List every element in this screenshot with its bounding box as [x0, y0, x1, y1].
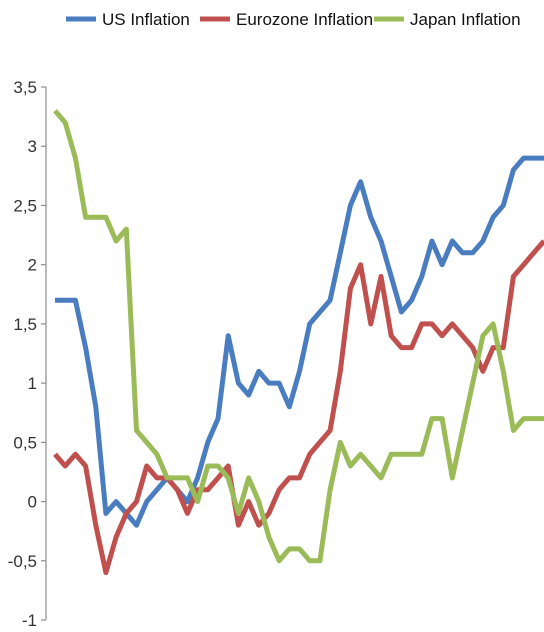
- series-line-1: [55, 155, 544, 528]
- legend-item-2: Eurozone Inflation: [200, 10, 373, 29]
- legend-label: US Inflation: [102, 10, 190, 29]
- y-tick-label: 3: [28, 137, 37, 156]
- y-tick-label: 2: [28, 256, 37, 275]
- y-tick-label: -0,5: [8, 552, 37, 571]
- legend-label: Eurozone Inflation: [236, 10, 373, 29]
- y-tick-label: 0: [28, 493, 37, 512]
- y-tick-label: 2,5: [13, 196, 37, 215]
- legend: US Inflation Eurozone Inflation Japan Infl…: [66, 10, 521, 29]
- y-tick-label: 1: [28, 374, 37, 393]
- y-tick-label: -1: [22, 611, 37, 630]
- y-tick-label: 3,5: [13, 78, 37, 97]
- legend-item-1: US Inflation: [66, 10, 190, 29]
- series-line-3: [53, 109, 544, 564]
- legend-label: Japan Inflation: [410, 10, 521, 29]
- legend-item-3: Japan Inflation: [374, 10, 521, 29]
- series-line-2: [53, 239, 544, 576]
- y-axis: -1 -0,5 0 0,5 1 1,5 2 2,5 3 3,5: [8, 78, 47, 630]
- y-tick-label: 0,5: [13, 433, 37, 452]
- y-tick-label: 1,5: [13, 315, 37, 334]
- plot-area: [53, 109, 544, 576]
